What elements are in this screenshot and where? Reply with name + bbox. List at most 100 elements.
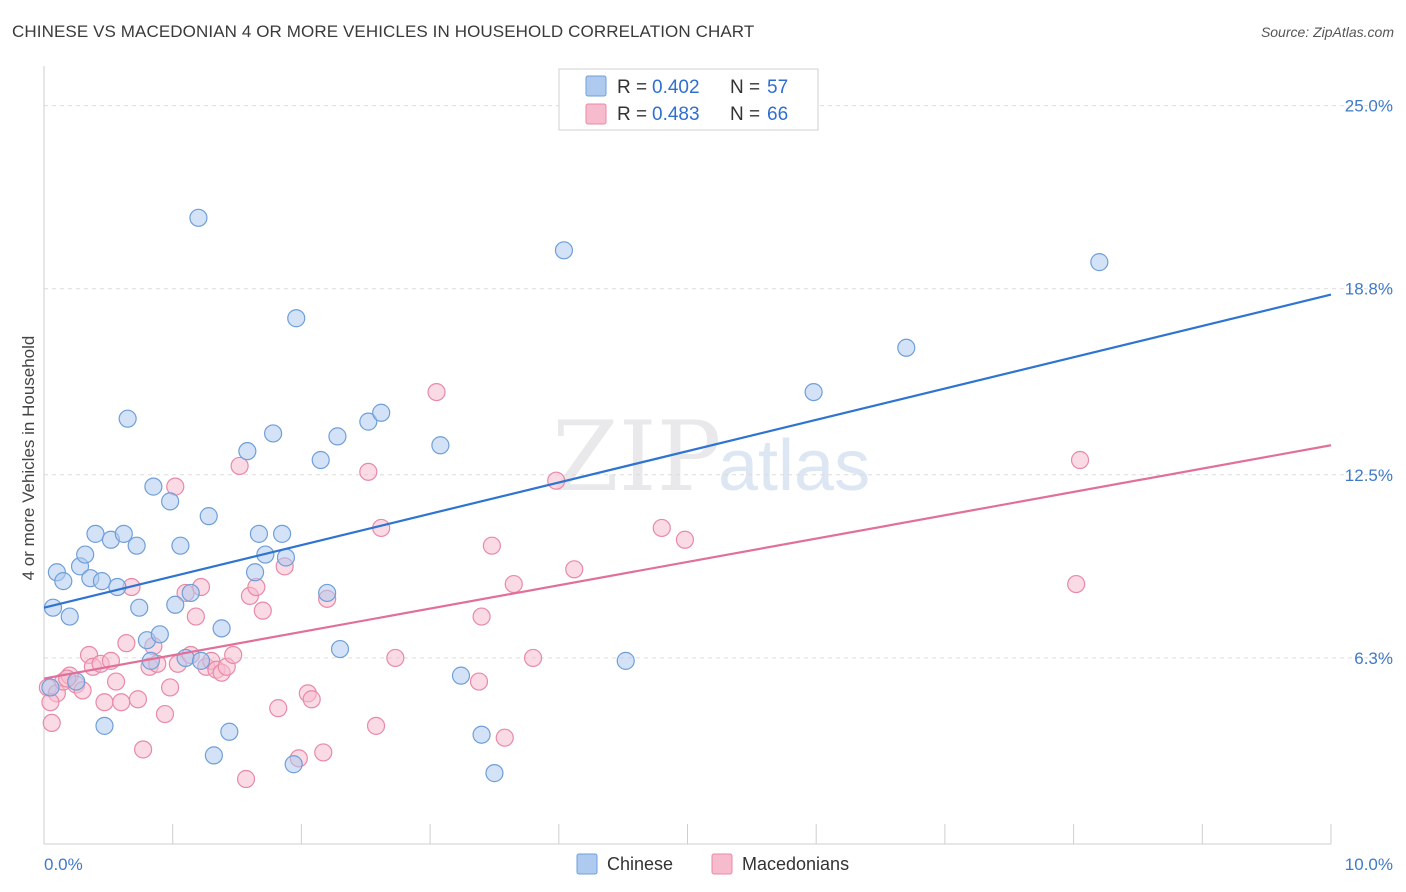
legend-n-label-macedonians: N = xyxy=(730,104,760,125)
chinese-point xyxy=(76,545,95,564)
bottom-legend-swatch-macedonians xyxy=(711,853,733,875)
macedonian-point xyxy=(427,382,446,402)
bottom-legend-label-macedonians: Macedonians xyxy=(742,854,849,874)
macedonian-point xyxy=(1070,450,1090,470)
macedonian-point xyxy=(675,530,695,549)
chinese-point xyxy=(199,507,218,526)
legend-n-value-macedonians: 66 xyxy=(767,104,788,125)
x-tick-label: 10.0% xyxy=(1345,855,1393,874)
chinese-point xyxy=(804,382,823,402)
macedonian-point xyxy=(472,607,491,626)
chinese-point xyxy=(311,450,330,470)
macedonian-point xyxy=(652,518,671,538)
macedonian-point xyxy=(302,690,321,709)
axes xyxy=(43,66,1332,845)
macedonian-point xyxy=(314,743,333,762)
macedonian-point xyxy=(230,456,249,476)
chinese-point xyxy=(171,536,190,555)
macedonian-point xyxy=(269,699,288,718)
chinese-point xyxy=(431,436,450,455)
macedonian-point xyxy=(224,645,243,665)
chinese-point xyxy=(284,755,303,774)
x-tick-labels: 0.0% 10.0% xyxy=(44,855,1393,874)
chinese-point xyxy=(114,524,133,543)
chinese-point xyxy=(41,678,60,697)
macedonian-point xyxy=(359,462,378,481)
y-tick-label: 12.5% xyxy=(1345,466,1393,485)
x-tick-label: 0.0% xyxy=(44,855,83,874)
chinese-point xyxy=(166,595,185,614)
chinese-point xyxy=(276,548,296,567)
bottom-legend-label-chinese: Chinese xyxy=(607,854,673,874)
chinese-point xyxy=(472,725,491,744)
macedonian-point xyxy=(565,560,584,579)
macedonian-point xyxy=(504,574,523,594)
legend-n-value-chinese: 57 xyxy=(767,77,788,98)
legend-swatch-chinese xyxy=(585,75,607,97)
chinese-point xyxy=(249,524,269,543)
y-tick-label: 18.8% xyxy=(1345,280,1393,299)
chinese-point xyxy=(144,477,163,496)
chinese-point xyxy=(318,583,337,603)
y-tick-label: 6.3% xyxy=(1354,649,1393,668)
source-credit: Source: ZipAtlas.com xyxy=(1260,24,1394,40)
macedonian-point xyxy=(1067,574,1086,594)
chinese-point xyxy=(1090,253,1109,272)
macedonian-point xyxy=(236,769,256,789)
macedonian-point xyxy=(133,740,153,759)
chinese-point xyxy=(67,672,86,691)
legend: R = 0.402 N = 57 R = 0.483 N = 66 xyxy=(558,68,819,131)
chinese-point xyxy=(92,572,112,591)
chinese-point xyxy=(616,651,635,670)
chinese-point xyxy=(150,625,169,644)
macedonian-point xyxy=(495,728,514,747)
macedonian-point xyxy=(42,713,61,732)
watermark-zip: ZIP xyxy=(552,401,721,513)
macedonian-point xyxy=(155,704,175,724)
chinese-point xyxy=(220,722,239,741)
chinese-trend-line xyxy=(43,293,1332,609)
macedonian-point xyxy=(386,648,405,668)
macedonian-point xyxy=(482,536,501,555)
chinese-point xyxy=(54,572,73,591)
chinese-point xyxy=(189,208,208,227)
legend-n-label-chinese: N = xyxy=(730,77,760,98)
chinese-point xyxy=(330,639,350,659)
chinese-point xyxy=(86,524,105,543)
macedonian-point xyxy=(366,716,386,735)
chinese-point xyxy=(328,427,347,446)
chinese-point xyxy=(204,746,223,765)
macedonian-point xyxy=(117,634,136,653)
chinese-point xyxy=(212,619,231,638)
bottom-legend: Chinese Macedonians xyxy=(576,853,849,875)
chinese-point xyxy=(127,536,146,555)
chinese-point xyxy=(451,666,471,685)
macedonian-point xyxy=(95,693,114,712)
chinese-point xyxy=(359,412,378,431)
y-tick-label: 25.0% xyxy=(1345,97,1393,116)
macedonian-point xyxy=(469,672,489,691)
chinese-point xyxy=(554,241,574,260)
macedonian-point xyxy=(523,648,543,668)
legend-r-value-macedonians: 0.483 xyxy=(652,104,700,125)
chinese-point xyxy=(118,409,137,428)
chinese-points xyxy=(41,208,1109,783)
chinese-point xyxy=(130,598,149,617)
chart-title: CHINESE VS MACEDONIAN 4 OR MORE VEHICLES… xyxy=(12,22,755,41)
chinese-point xyxy=(108,577,127,597)
gridlines xyxy=(44,105,1393,659)
macedonian-point xyxy=(253,601,272,620)
chinese-point xyxy=(181,583,200,603)
chinese-point xyxy=(485,764,504,783)
chinese-point xyxy=(263,424,283,443)
y-axis-label: 4 or more Vehicles in Household xyxy=(19,336,38,581)
legend-r-label-macedonians: R = xyxy=(617,104,647,125)
macedonian-point xyxy=(106,672,126,691)
macedonian-trend-line xyxy=(43,444,1332,680)
chinese-point xyxy=(191,651,211,670)
legend-r-value-chinese: 0.402 xyxy=(652,77,700,98)
chinese-point xyxy=(245,563,265,582)
chinese-point xyxy=(897,338,916,357)
watermark: ZIP atlas xyxy=(552,401,870,513)
